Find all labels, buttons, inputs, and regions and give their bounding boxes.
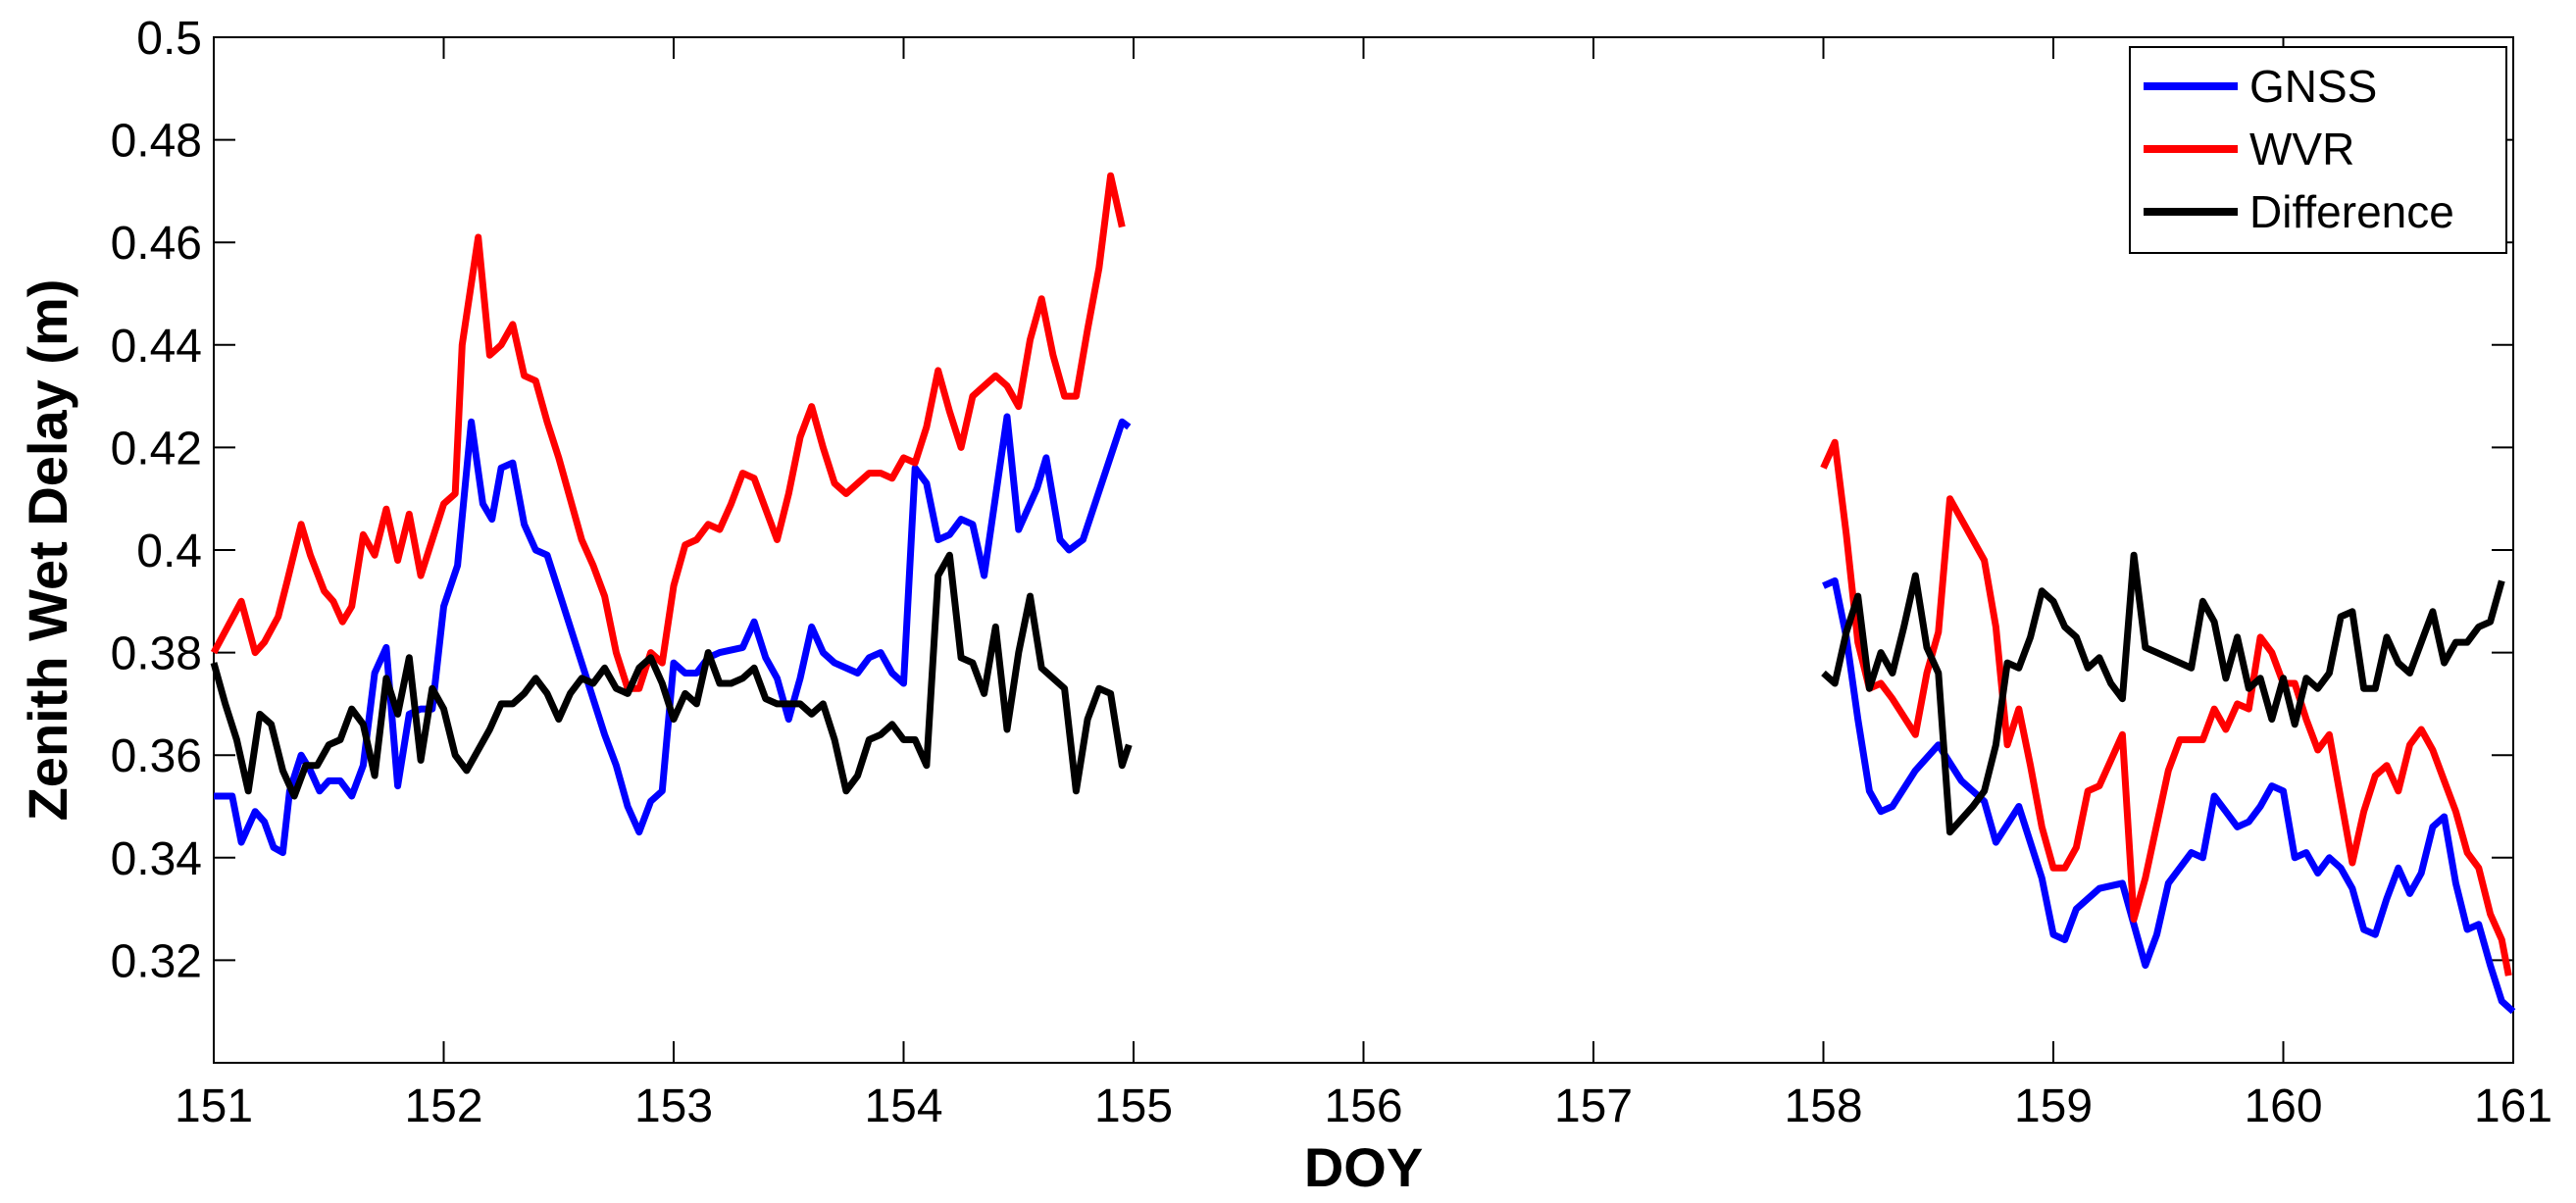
axis-ticks (213, 36, 2514, 1063)
x-tick-label: 156 (1324, 1080, 1402, 1132)
series-line-difference (210, 551, 1133, 800)
y-tick-label: 0.36 (111, 730, 202, 782)
x-tick-label: 157 (1554, 1080, 1633, 1132)
x-tick-label: 151 (175, 1080, 253, 1132)
y-tick-label: 0.48 (111, 116, 202, 168)
y-tick-label: 0.46 (111, 218, 202, 270)
y-tick-label: 0.44 (111, 321, 202, 373)
legend-label-gnss: GNSS (2249, 61, 2377, 112)
series-line-wvr (210, 172, 1126, 692)
series-line-gnss (214, 413, 1132, 857)
x-tick-label: 161 (2474, 1080, 2552, 1132)
y-tick-label: 0.34 (111, 833, 202, 885)
series-line-difference (1821, 551, 2505, 836)
series-line-gnss (1822, 576, 2516, 1015)
x-tick-label: 160 (2244, 1080, 2322, 1132)
y-tick-label: 0.38 (111, 628, 202, 680)
x-axis-label: DOY (1304, 1136, 1423, 1198)
series-lines (210, 172, 2516, 1015)
y-tick-label: 0.5 (136, 13, 202, 65)
x-tick-label: 153 (634, 1080, 713, 1132)
x-tick-label: 152 (404, 1080, 482, 1132)
series-line-wvr (1820, 438, 2512, 977)
y-tick-label: 0.4 (136, 526, 202, 577)
legend-label-wvr: WVR (2249, 124, 2354, 175)
axis-tick-labels: 151 152 153 154 155 156 157 158 159 160 161 0.32 0.3… (111, 13, 2552, 1132)
x-tick-label: 158 (1784, 1080, 1862, 1132)
x-tick-label: 154 (864, 1080, 942, 1132)
y-tick-label: 0.32 (111, 935, 202, 987)
x-tick-label: 155 (1094, 1080, 1173, 1132)
y-tick-label: 0.42 (111, 423, 202, 475)
legend-label-difference: Difference (2249, 186, 2454, 237)
x-tick-label: 159 (2014, 1080, 2093, 1132)
chart-legend: GNSS WVR Difference (2129, 46, 2507, 254)
y-axis-label: Zenith Wet Delay (m) (17, 279, 78, 822)
